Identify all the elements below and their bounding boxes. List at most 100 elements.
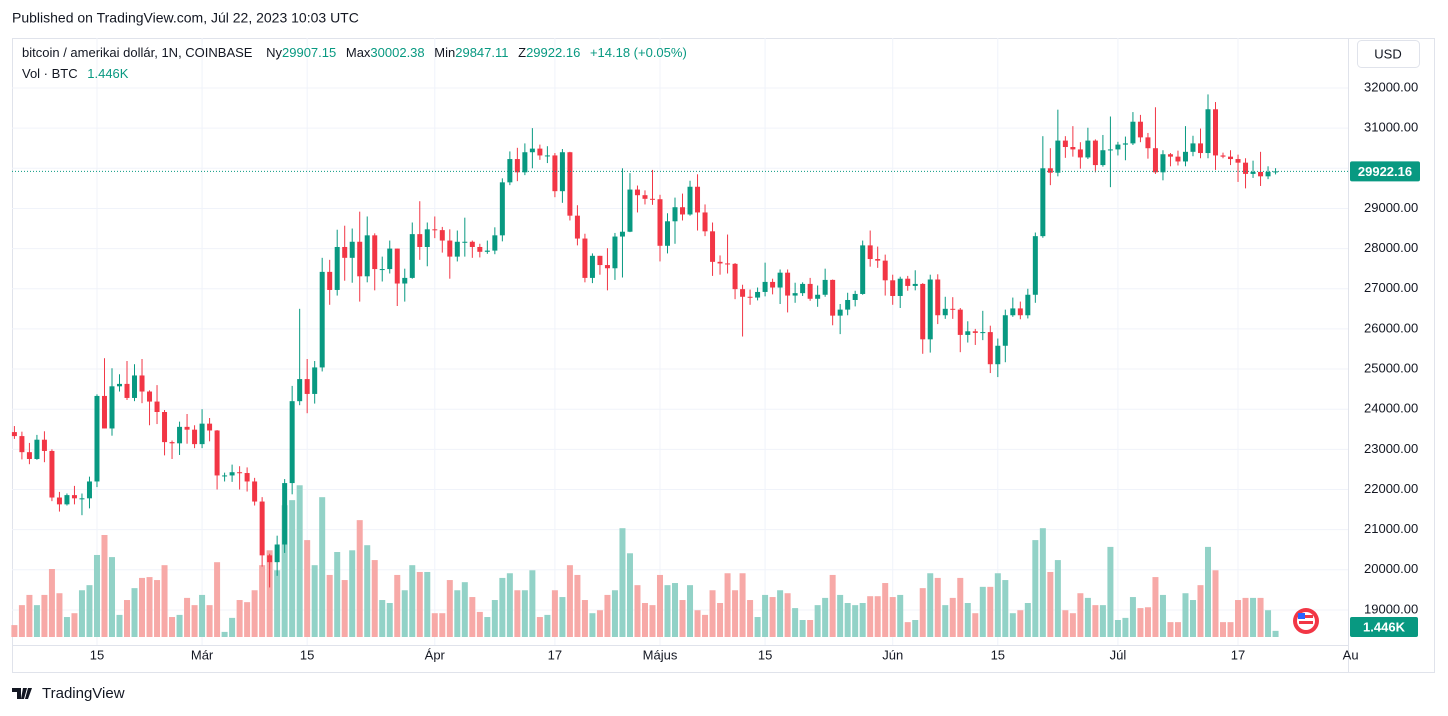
candle-body [1167, 154, 1173, 157]
candle-body [214, 430, 220, 476]
x-tick-label: Júl [1110, 647, 1127, 662]
volume-bar [1220, 622, 1227, 637]
volume-bar [1054, 560, 1061, 637]
volume-bar [672, 583, 679, 637]
volume-bar [1144, 607, 1151, 637]
candle-body [1160, 154, 1166, 173]
candle-body [79, 498, 85, 500]
volume-bar [379, 600, 386, 637]
candle-body [267, 555, 273, 563]
candle-body [687, 186, 693, 215]
candle-body [950, 308, 956, 310]
y-tick-label: 21000.00 [1364, 521, 1418, 536]
candle-body [11, 432, 17, 437]
candle-body [1213, 109, 1219, 156]
volume-bar [176, 614, 183, 637]
candle-body [1235, 159, 1241, 163]
candle-body [222, 475, 228, 477]
volume-bar [439, 613, 446, 637]
candle-body [71, 495, 77, 499]
volume-bar [401, 590, 408, 637]
candle-body [740, 289, 746, 297]
candle-body [424, 229, 430, 247]
volume-bar [349, 550, 356, 637]
volume-bar [934, 577, 941, 637]
candle-body [1228, 156, 1234, 160]
candle-body [1062, 140, 1068, 148]
volume-bar [784, 593, 791, 637]
candle-body [725, 263, 731, 265]
candle-body [162, 412, 168, 443]
candle-body [792, 293, 798, 296]
candle-body [484, 250, 490, 252]
volume-bar [551, 590, 558, 637]
flag-stripe [1299, 615, 1313, 618]
volume-bar [897, 594, 904, 637]
candle-body [169, 442, 175, 444]
volume-bar [124, 600, 131, 637]
volume-bar [214, 562, 221, 637]
volume-bar [739, 573, 746, 637]
candle-body [912, 283, 918, 286]
candle-body [627, 189, 633, 232]
candle-body [492, 235, 498, 251]
candle-body [477, 246, 483, 252]
volume-bar [596, 610, 603, 637]
y-tick-label: 31000.00 [1364, 120, 1418, 135]
high-label: Max [346, 45, 371, 60]
volume-bar [904, 622, 911, 637]
candle-body [957, 309, 963, 335]
candle-body [1025, 294, 1031, 316]
candle-body [574, 215, 580, 239]
volume-bar [649, 605, 656, 637]
candle-body [199, 423, 205, 445]
candle-body [229, 472, 235, 476]
logo-mark [12, 688, 32, 699]
candle-body [755, 291, 761, 298]
candle-body [154, 401, 160, 413]
volume-bar [919, 588, 926, 637]
volume-bar [589, 613, 596, 637]
volume-bar [281, 505, 288, 637]
volume-bar [93, 554, 100, 637]
candle-body [1070, 147, 1076, 150]
candle-body [1152, 148, 1158, 173]
volume-bar [101, 535, 108, 637]
volume-bar [972, 613, 979, 637]
y-tick-label: 25000.00 [1364, 360, 1418, 375]
volume-bar [611, 590, 618, 637]
legend-line: bitcoin / amerikai dollár, 1N, COINBASE … [22, 45, 687, 60]
candle-body [762, 281, 768, 292]
candle-body [890, 280, 896, 296]
volume-bar [1265, 610, 1272, 637]
candle-body [116, 383, 122, 387]
candle-body [1002, 315, 1008, 346]
candle-body [439, 230, 445, 241]
candle-body [1250, 171, 1256, 174]
volume-bar [476, 611, 483, 637]
volume-bar [311, 565, 318, 637]
candle-body [1130, 121, 1136, 144]
volume-bar [957, 577, 964, 637]
candle-body [469, 241, 475, 247]
candle-body [1175, 156, 1181, 162]
volume-bar [371, 560, 378, 637]
candle-body [1220, 155, 1226, 157]
y-tick-label: 20000.00 [1364, 561, 1418, 576]
volume-bar [274, 570, 281, 637]
candle-body [1182, 151, 1188, 162]
currency-button[interactable] [1357, 40, 1420, 68]
candle-body [1032, 236, 1038, 295]
volume-bar [874, 596, 881, 637]
candle-body [582, 238, 588, 278]
candle-body [544, 155, 550, 157]
candle-body [64, 495, 70, 505]
candle-body [109, 386, 115, 429]
candle-body [447, 240, 453, 257]
volume-bar [964, 603, 971, 637]
volume-bar [1122, 617, 1129, 637]
volume-bar [626, 553, 633, 637]
volume-bar [244, 602, 251, 637]
volume-bar [41, 594, 48, 637]
